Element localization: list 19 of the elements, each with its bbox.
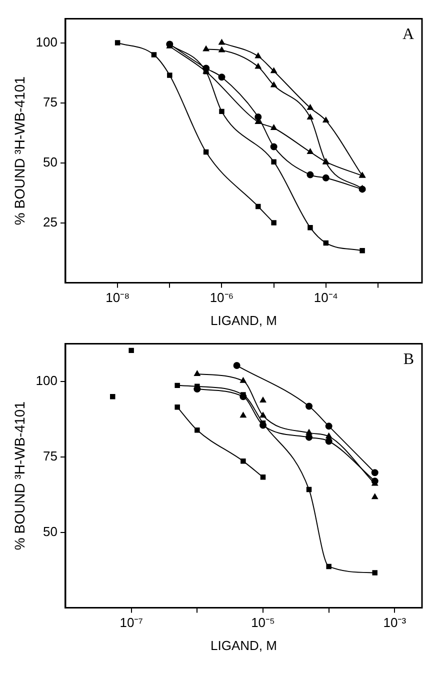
annotation: A (402, 26, 414, 44)
y-tick-label: 50 (43, 524, 58, 539)
y-axis-title: % BOUND ³H-WB-4101 (11, 401, 28, 550)
y-tick-label: 75 (43, 448, 58, 464)
y-tick-label: 75 (43, 94, 58, 110)
annotation: B (403, 351, 414, 368)
x-axis-title: LIGAND, M (210, 638, 277, 653)
x-tick-label: 10⁻³ (383, 615, 407, 630)
y-tick-label: 100 (36, 373, 58, 388)
x-axis-title: LIGAND, M (210, 312, 277, 328)
x-tick-label: 10⁻⁵ (251, 615, 275, 630)
x-tick-label: 10⁻⁶ (210, 290, 234, 306)
x-tick-label: 10⁻⁸ (106, 290, 130, 306)
x-tick-label: 10⁻⁷ (120, 615, 144, 630)
y-axis-title: % BOUND ³H-WB-4101 (11, 76, 28, 226)
y-tick-label: 100 (36, 34, 58, 50)
y-tick-label: 50 (43, 154, 58, 170)
y-tick-label: 25 (43, 214, 58, 230)
x-tick-label: 10⁻⁴ (314, 290, 338, 306)
